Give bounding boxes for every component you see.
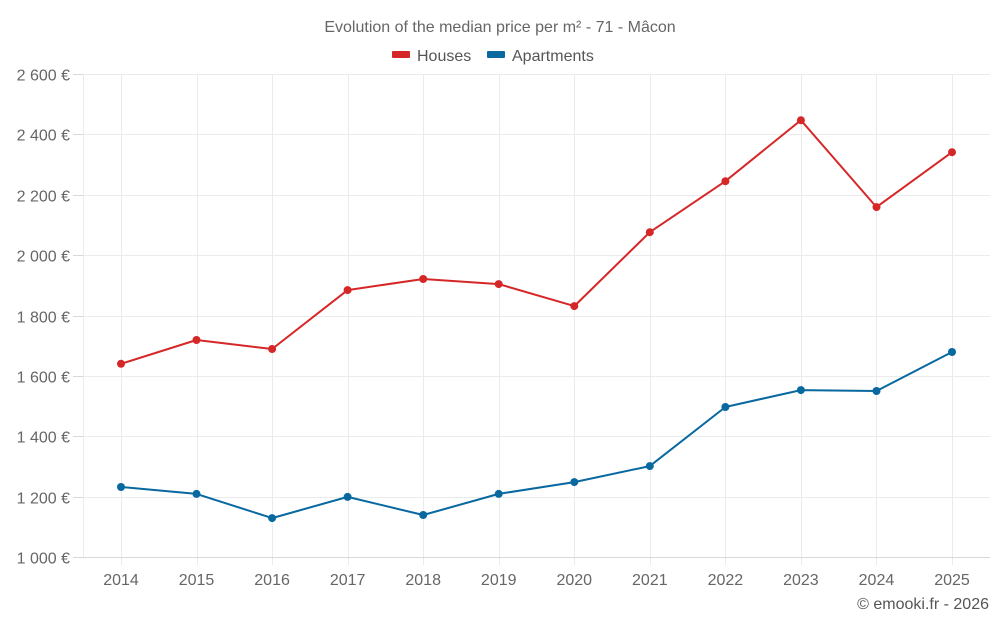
series-houses xyxy=(117,116,956,368)
data-point-apartments-2016[interactable] xyxy=(268,514,277,523)
chart-title: Evolution of the median price per m² - 7… xyxy=(324,19,675,36)
x-tick-label: 2019 xyxy=(481,572,517,589)
data-point-apartments-2017[interactable] xyxy=(343,492,352,501)
y-tick-label: 2 600 € xyxy=(17,68,70,85)
data-point-houses-2021[interactable] xyxy=(645,228,654,237)
series-line-apartments xyxy=(120,351,953,520)
y-tick-label: 1 600 € xyxy=(17,370,70,387)
y-tick-label: 1 800 € xyxy=(17,310,70,327)
y-tick-label: 2 400 € xyxy=(17,128,70,145)
x-tick-label: 2015 xyxy=(179,572,215,589)
data-point-houses-2016[interactable] xyxy=(268,345,277,353)
series-group xyxy=(117,116,956,523)
legend-label: Apartments xyxy=(512,48,594,65)
x-tick-label: 2023 xyxy=(783,572,819,589)
data-point-houses-2024[interactable] xyxy=(872,203,881,212)
y-tick-label: 1 000 € xyxy=(17,551,70,568)
y-tick-label: 2 200 € xyxy=(17,189,70,206)
data-point-houses-2025[interactable] xyxy=(948,148,956,157)
data-point-apartments-2020[interactable] xyxy=(570,478,579,487)
y-tick-label: 2 000 € xyxy=(17,249,70,266)
x-tick-label: 2018 xyxy=(405,572,441,589)
data-point-apartments-2018[interactable] xyxy=(419,511,428,519)
y-tick-label: 1 200 € xyxy=(17,491,70,508)
data-point-apartments-2022[interactable] xyxy=(721,403,730,411)
data-point-apartments-2015[interactable] xyxy=(192,489,201,498)
data-point-apartments-2025[interactable] xyxy=(948,348,956,356)
data-point-houses-2014[interactable] xyxy=(117,359,125,368)
data-point-apartments-2019[interactable] xyxy=(494,489,503,498)
data-point-apartments-2014[interactable] xyxy=(117,483,125,491)
series-line-houses xyxy=(120,119,953,365)
data-point-houses-2022[interactable] xyxy=(721,177,730,186)
data-point-apartments-2021[interactable] xyxy=(645,462,654,471)
x-tick-label: 2020 xyxy=(556,572,592,589)
x-gridlines xyxy=(121,74,953,565)
data-point-houses-2020[interactable] xyxy=(570,302,579,311)
x-tick-label: 2025 xyxy=(934,572,970,589)
data-point-houses-2019[interactable] xyxy=(494,280,503,289)
x-tick-label: 2016 xyxy=(254,572,290,589)
x-tick-label: 2021 xyxy=(632,572,668,589)
legend-item-apartments[interactable]: Apartments xyxy=(487,48,594,65)
y-gridlines xyxy=(83,74,990,557)
data-point-houses-2015[interactable] xyxy=(192,336,201,344)
y-axis-ticks: 1 000 € 1 200 € 1 400 € 1 600 € 1 800 € 2 000… xyxy=(17,68,83,568)
x-tick-label: 2014 xyxy=(103,572,139,589)
legend-label: Houses xyxy=(417,48,471,65)
legend: Houses Apartments xyxy=(392,48,594,65)
data-point-houses-2017[interactable] xyxy=(343,286,352,295)
x-tick-label: 2022 xyxy=(708,572,744,589)
data-point-houses-2018[interactable] xyxy=(419,275,428,283)
data-point-apartments-2024[interactable] xyxy=(872,387,881,395)
legend-item-houses[interactable]: Houses xyxy=(392,48,471,65)
data-point-apartments-2023[interactable] xyxy=(796,386,805,395)
y-tick-label: 1 400 € xyxy=(17,430,70,447)
x-axis-ticks: 2014 2015 2016 2017 2018 2019 2020 2021 2022 2023… xyxy=(103,572,970,589)
credit-text: © emooki.fr - 2026 xyxy=(857,596,989,613)
x-tick-label: 2017 xyxy=(330,572,366,589)
x-tick-label: 2024 xyxy=(859,572,895,589)
legend-swatch-houses xyxy=(392,51,410,58)
series-apartments xyxy=(117,348,956,523)
data-point-houses-2023[interactable] xyxy=(796,116,805,125)
legend-swatch-apartments xyxy=(487,51,505,58)
